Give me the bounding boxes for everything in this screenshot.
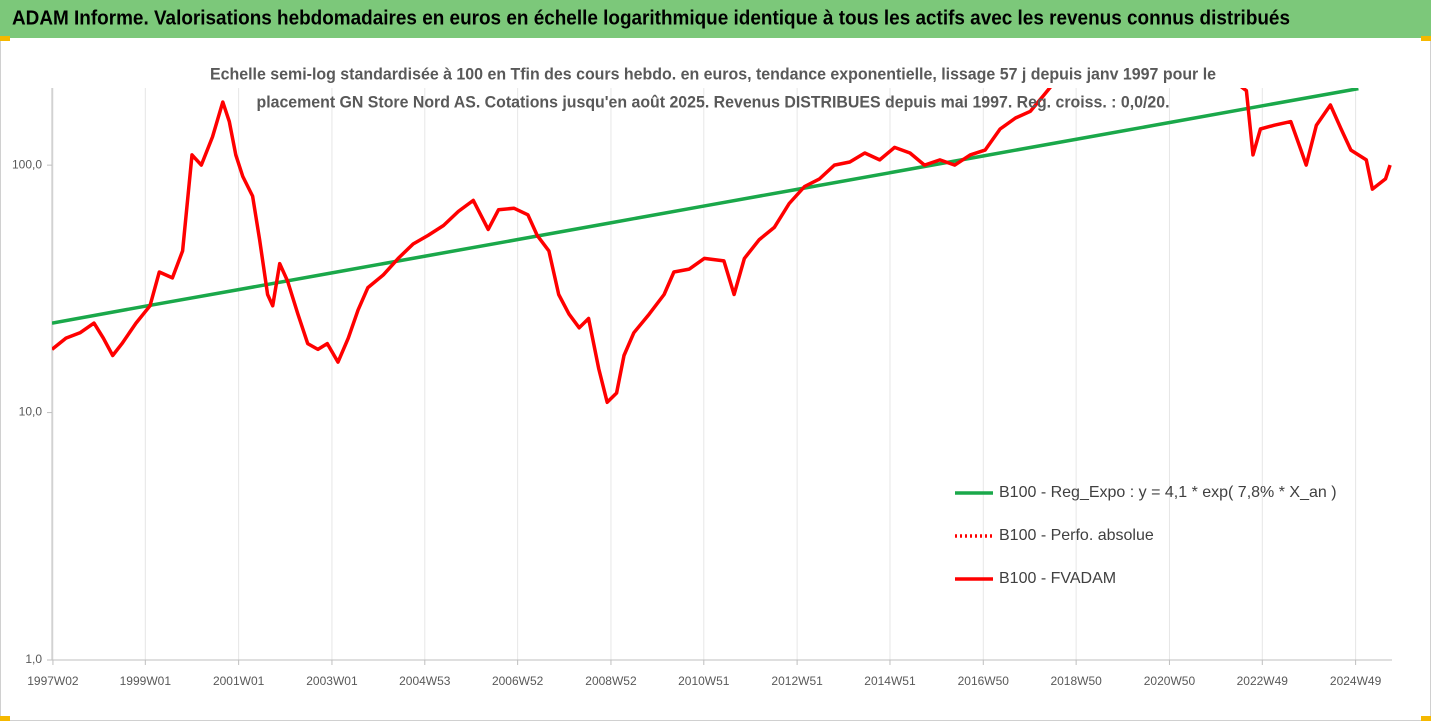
y-tick-label: 100,0: [12, 157, 42, 171]
x-tick-label: 2018W50: [1050, 674, 1102, 688]
x-tick-label: 2006W52: [492, 674, 544, 688]
chart-subtitle: placement GN Store Nord AS. Cotations ju…: [257, 92, 1170, 111]
corner-mark: [0, 716, 10, 721]
series-line: [52, 88, 1359, 325]
corner-mark: [0, 36, 10, 41]
legend-label: B100 - FVADAM: [999, 570, 1116, 587]
grid: [52, 88, 1357, 660]
legend: B100 - Reg_Expo : y = 4,1 * exp( 7,8% * …: [955, 484, 1337, 587]
corner-mark: [1421, 716, 1431, 721]
title-bar: [0, 0, 1431, 38]
axes: 1997W02 1999W01 2001W01 2003W01 2004W53 2006W…: [12, 88, 1392, 688]
x-tick-label: 2014W51: [864, 674, 916, 688]
series-line: [52, 88, 1392, 405]
x-tick-label: 2022W49: [1237, 674, 1289, 688]
x-tick-label: 2024W49: [1330, 674, 1382, 688]
x-tick-label: 2016W50: [958, 674, 1010, 688]
x-tick-label: 2001W01: [213, 674, 265, 688]
legend-label: B100 - Perfo. absolue: [999, 527, 1154, 544]
y-tick-label: 10,0: [19, 405, 43, 419]
plot-lines: [52, 88, 1392, 405]
corner-mark: [1421, 36, 1431, 41]
x-tick-label: 2008W52: [585, 674, 637, 688]
x-tick-label: 2012W51: [771, 674, 823, 688]
x-tick-label: 2020W50: [1144, 674, 1196, 688]
x-tick-label: 2003W01: [306, 674, 358, 688]
x-tick-label: 2010W51: [678, 674, 730, 688]
x-tick-label: 1999W01: [120, 674, 172, 688]
chart-subtitle: Echelle semi-log standardisée à 100 en T…: [210, 64, 1216, 83]
y-tick-label: 1,0: [25, 652, 42, 666]
legend-label: B100 - Reg_Expo : y = 4,1 * exp( 7,8% * …: [999, 484, 1337, 501]
x-tick-label: 1997W02: [27, 674, 79, 688]
chart-title: ADAM Informe. Valorisations hebdomadaire…: [12, 7, 1290, 29]
x-tick-label: 2004W53: [399, 674, 451, 688]
